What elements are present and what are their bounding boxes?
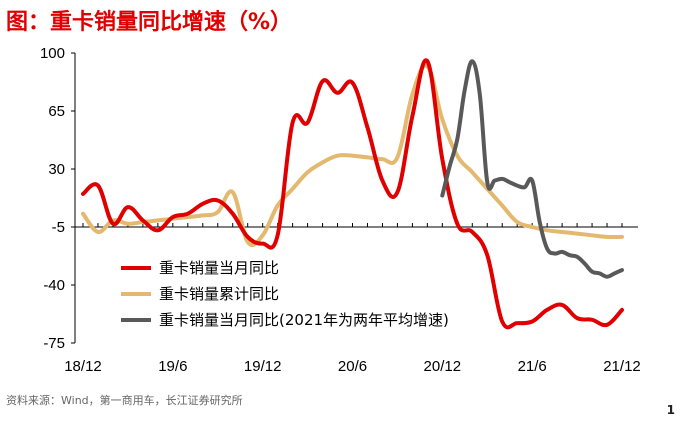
x-tick-label: 19/12	[244, 358, 282, 375]
page-number: 1	[666, 403, 675, 417]
legend-label: 重卡销量当月同比	[159, 259, 279, 277]
chart-title: 图：重卡销量同比增速（%）	[6, 10, 293, 35]
legend-label: 重卡销量累计同比	[159, 285, 279, 303]
y-tick-label: -75	[43, 335, 65, 352]
x-tick-label: 20/12	[424, 358, 462, 375]
series-line-monthly-yoy	[81, 58, 624, 330]
x-tick-label: 21/12	[603, 358, 641, 375]
y-tick-label: -40	[43, 277, 65, 294]
axes: 100 65 30 -5 -40 -75 18/12 19/6 19/12 20/6 20/12 21…	[40, 45, 641, 375]
y-tick-label: 100	[40, 45, 65, 62]
x-tick-label: 19/6	[158, 358, 187, 375]
series-lines	[81, 58, 624, 330]
legend-label: 重卡销量当月同比(2021年为两年平均增速)	[159, 311, 449, 329]
series-line-two-year-avg	[440, 59, 624, 279]
y-tick-label: 65	[48, 103, 65, 120]
y-tick-label: -5	[52, 219, 65, 236]
series-line-cumulative-yoy	[81, 63, 624, 248]
source-note: 资料来源：Wind，第一商用车，长江证券研究所	[6, 394, 243, 407]
y-tick-label: 30	[48, 161, 65, 178]
x-tick-label: 18/12	[64, 358, 102, 375]
x-tick-label: 21/6	[518, 358, 547, 375]
x-tick-label: 20/6	[338, 358, 367, 375]
